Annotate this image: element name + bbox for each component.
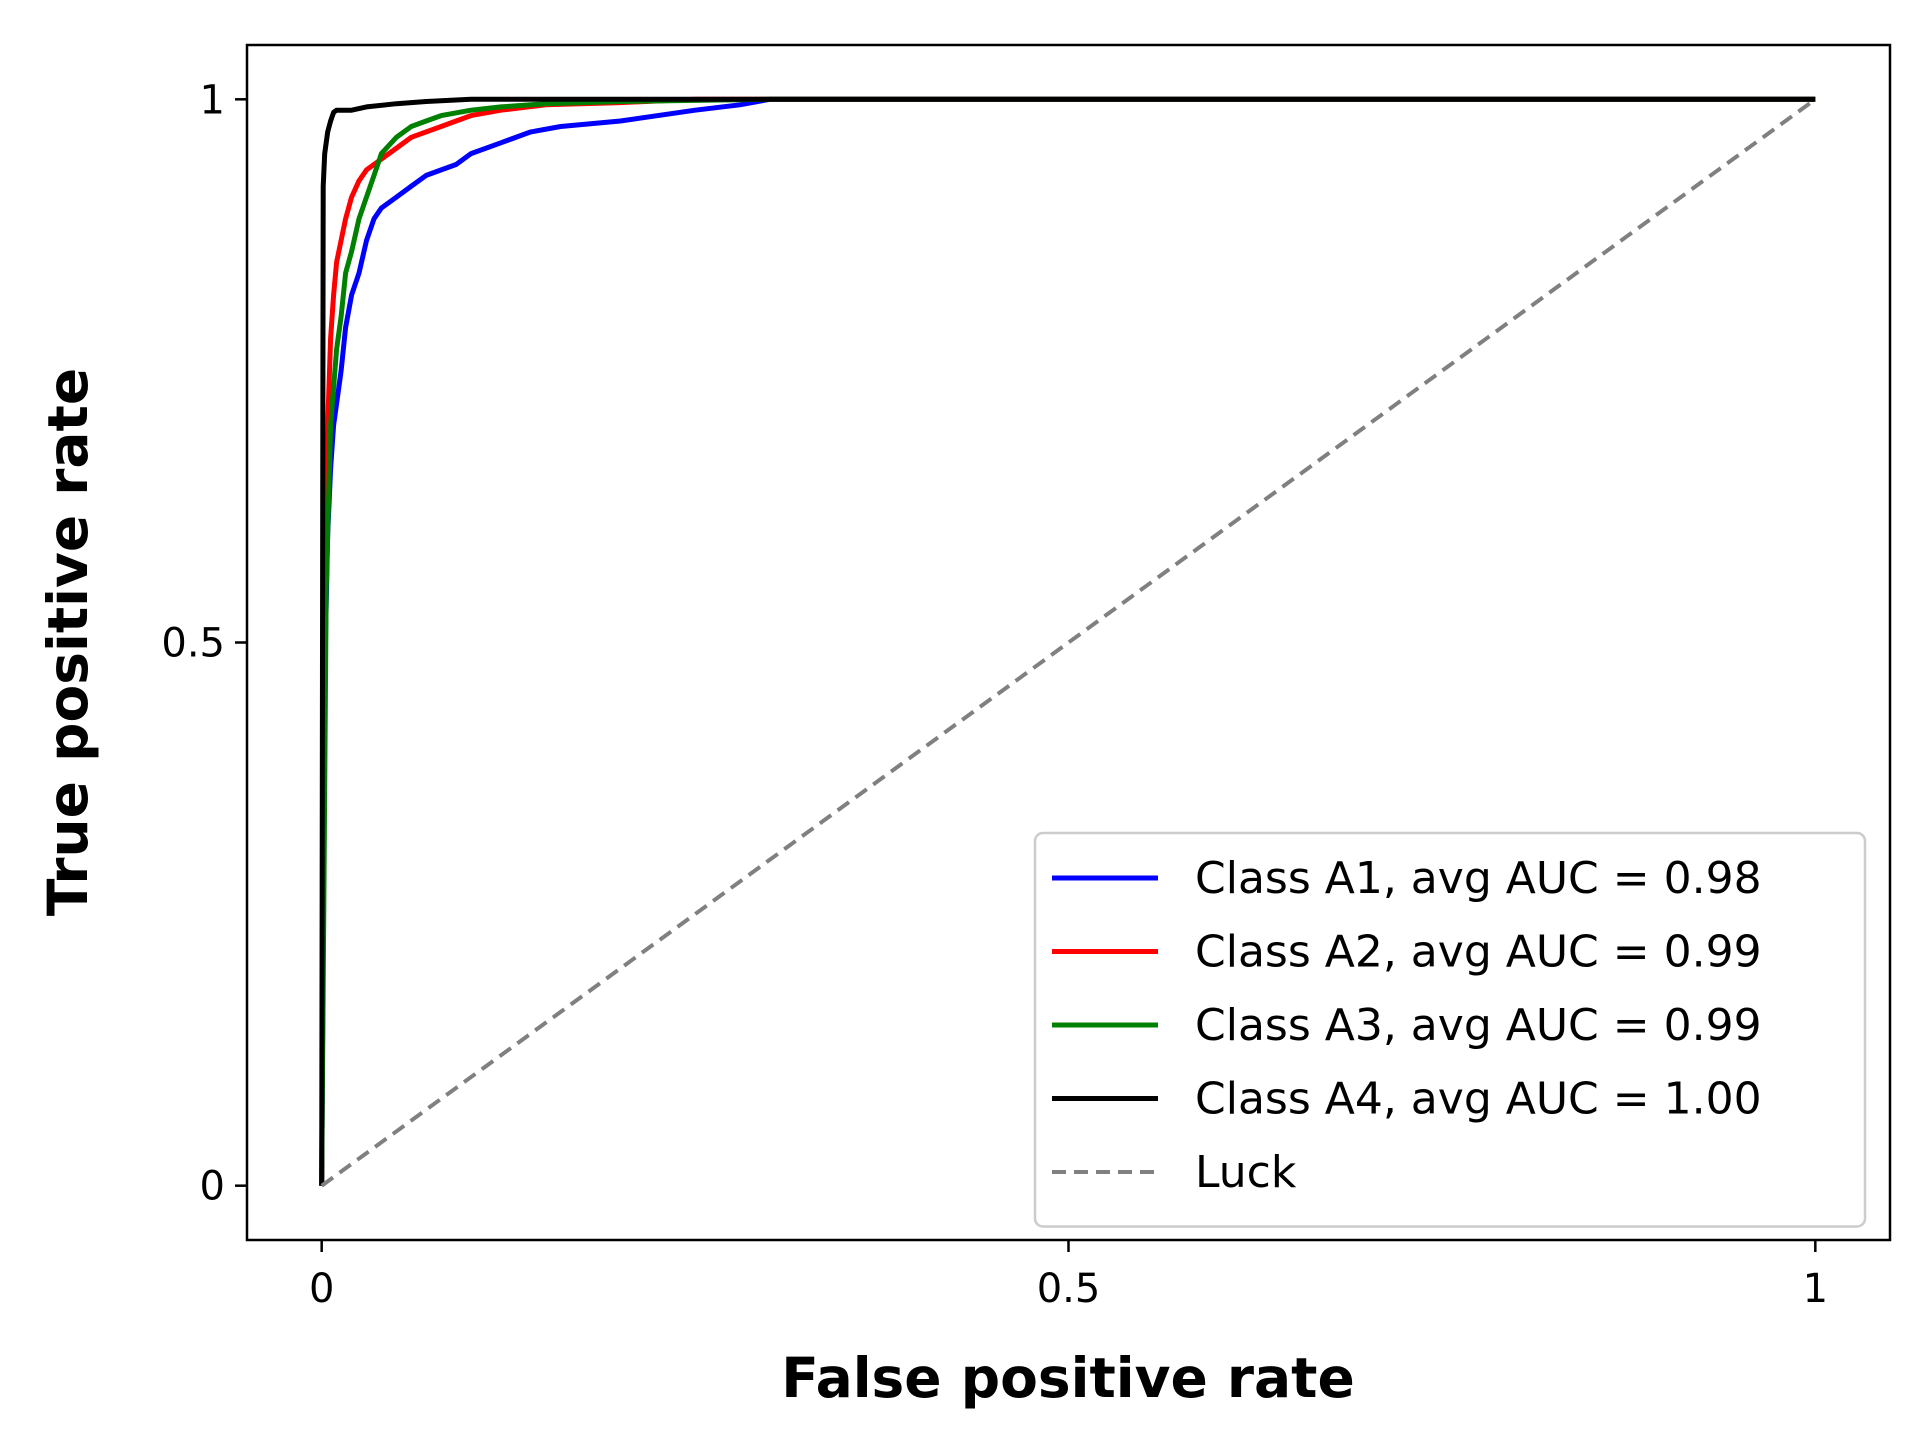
series-line-4 xyxy=(319,96,1816,1186)
legend-label-3: Class A3, avg AUC = 0.99 xyxy=(1195,1000,1762,1051)
x-tick-label: 0 xyxy=(309,1266,334,1312)
legend-label-5: Luck xyxy=(1195,1147,1297,1198)
series-line-1 xyxy=(319,96,1816,1186)
legend-box xyxy=(1033,831,1867,1228)
y-axis-title: True positive rate xyxy=(36,368,100,916)
x-tick-label: 1 xyxy=(1803,1266,1828,1312)
legend: Class A1, avg AUC = 0.98 Class A2, avg AU… xyxy=(1033,831,1867,1228)
y-tick-label: 0 xyxy=(200,1164,225,1210)
x-tick-label: 0.5 xyxy=(1037,1266,1101,1312)
ticks-layer: 0 0.5 1 0 0.5 1 xyxy=(161,77,1828,1312)
legend-label-4: Class A4, avg AUC = 1.00 xyxy=(1195,1074,1762,1125)
legend-label-2: Class A2, avg AUC = 0.99 xyxy=(1195,927,1762,978)
x-axis-title: False positive rate xyxy=(781,1346,1355,1410)
legend-label-1: Class A1, avg AUC = 0.98 xyxy=(1195,853,1762,904)
y-tick-label: 1 xyxy=(200,77,225,123)
y-tick-label: 0.5 xyxy=(161,621,225,667)
curves-layer xyxy=(319,96,1817,1188)
